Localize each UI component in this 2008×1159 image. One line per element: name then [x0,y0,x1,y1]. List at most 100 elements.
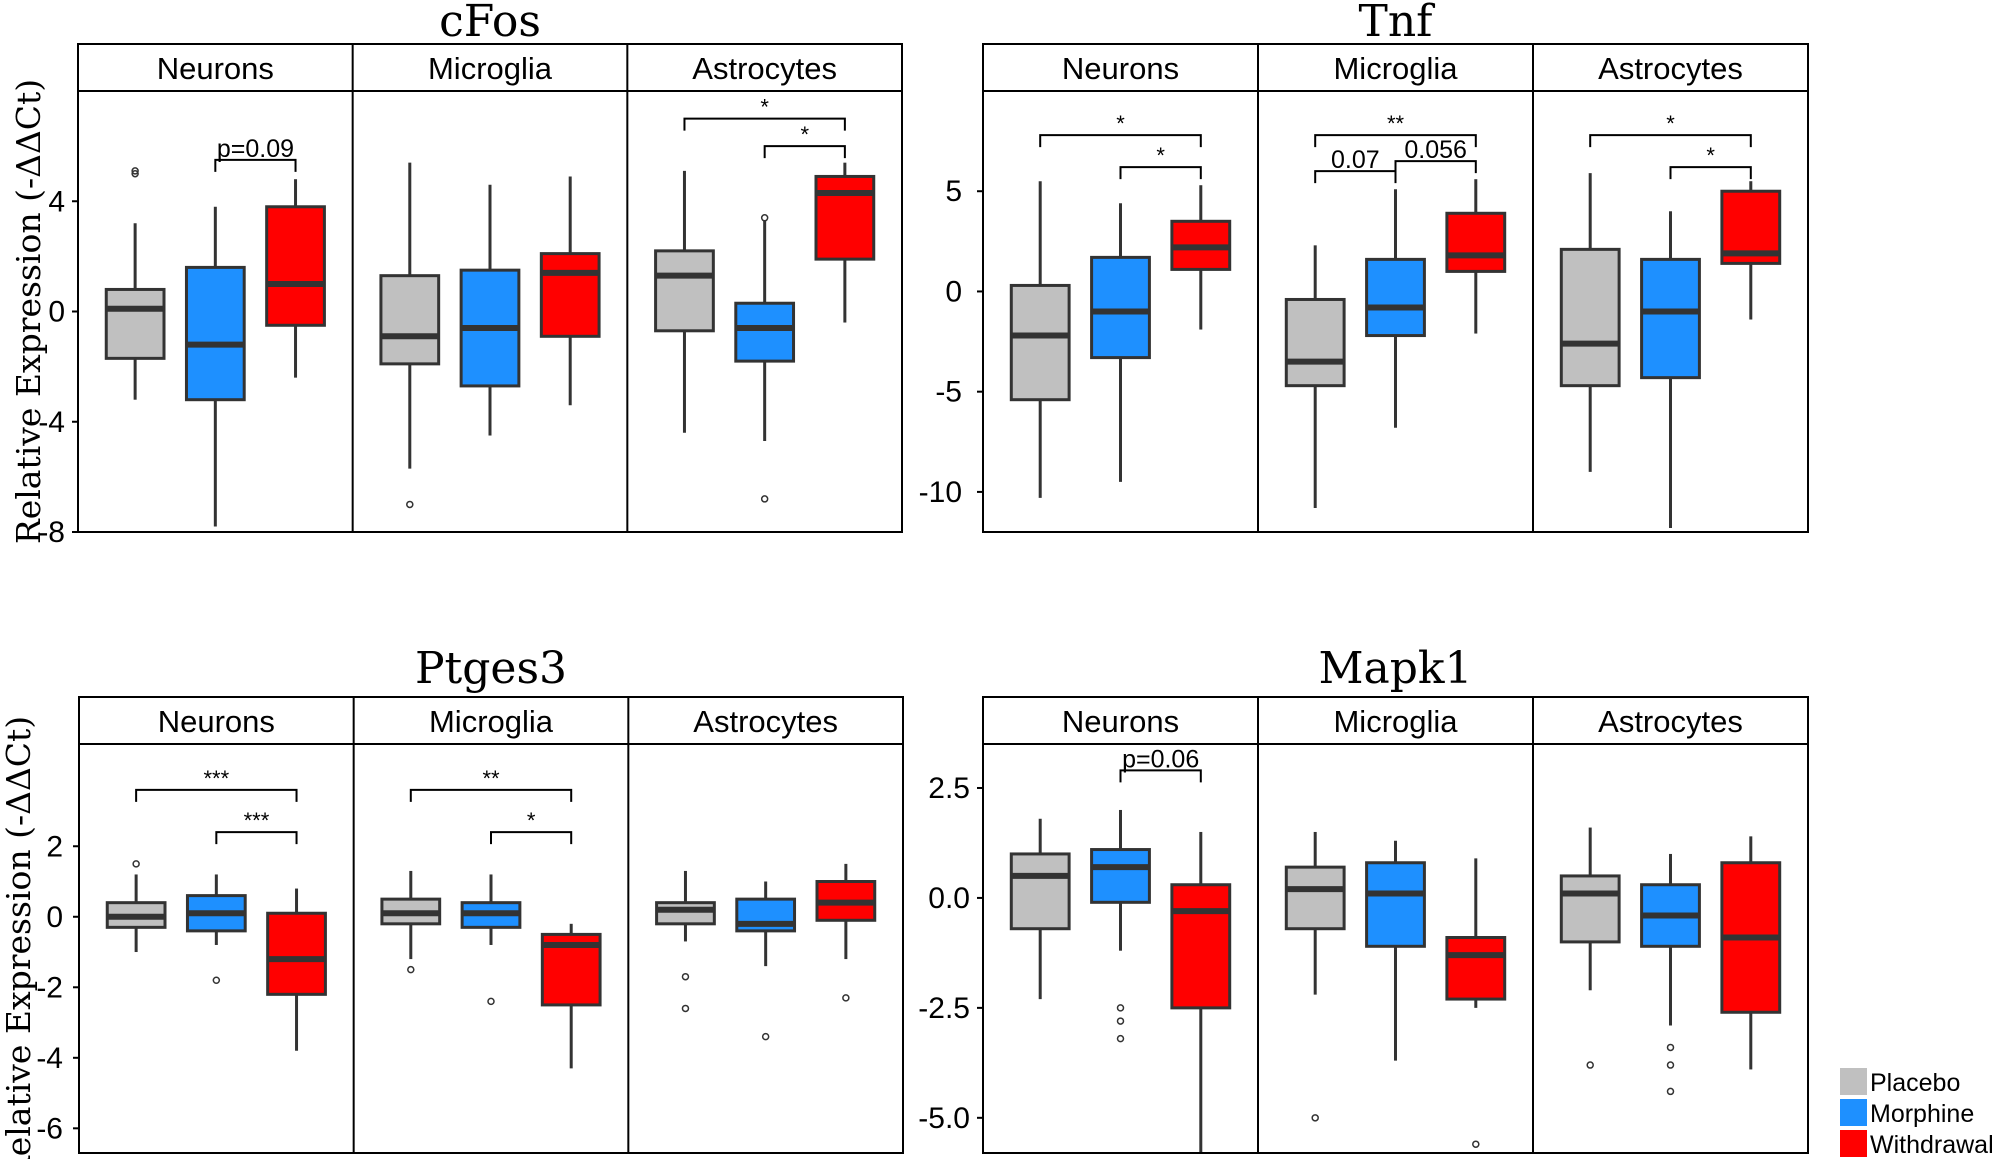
facet-label: Neurons [157,51,274,86]
outlier-point [407,965,415,974]
significance-bracket [409,788,573,802]
legend-swatch-withdrawal [1840,1130,1867,1157]
significance-label: *** [244,808,270,833]
significance-label: p=0.06 [1122,745,1199,773]
panel-frame [982,43,1809,533]
panel-frame [982,696,1809,1154]
y-tick-label: 5 [945,175,962,208]
facet-label: Astrocytes [1598,51,1743,86]
outlier-point [212,976,221,984]
significance-label: * [760,95,769,120]
y-tick-label: 4 [48,185,65,218]
outlier-point [132,860,140,868]
y-tick-label: 0.0 [928,882,970,915]
panel-title: Mapk1 [1318,643,1472,694]
outlier-point [681,1004,690,1013]
box-withdrawal [1170,883,1232,1010]
box-withdrawal [539,252,601,338]
outlier-point [760,495,769,503]
box-withdrawal [265,205,326,327]
significance-bracket [1119,769,1202,783]
outlier-point [131,167,139,175]
significance-bracket [1589,134,1752,148]
facet-label: Neurons [1062,704,1179,739]
box-morphine [734,301,796,363]
significance-label: * [1116,111,1125,136]
outlier-point [131,169,139,178]
significance-label: *** [203,766,229,791]
significance-bracket [214,158,297,172]
box-placebo [655,901,716,926]
significance-label: 0.056 [1404,136,1467,164]
significance-bracket [683,117,846,131]
significance-label: * [1666,111,1675,136]
significance-label: * [1156,143,1165,168]
box-morphine [1365,861,1426,948]
legend-swatch-morphine [1840,1099,1867,1126]
significance-bracket [1394,160,1477,174]
box-placebo [1009,852,1071,931]
legend-label: Placebo [1870,1069,1960,1097]
facet-label: Microglia [1333,704,1458,739]
facet-label: Microglia [429,704,554,739]
outlier-point [681,972,690,981]
y-tick-label: -5.0 [918,1102,970,1135]
significance-bracket [215,831,298,845]
significance-label: 0.07 [1331,146,1380,174]
significance-bracket [1314,170,1397,184]
panel-frame [77,43,903,533]
legend-label: Morphine [1870,1100,1974,1128]
legend-swatch-placebo [1840,1068,1867,1095]
box-placebo [1284,865,1346,931]
y-tick-label: -8 [38,516,65,549]
outlier-point [760,214,769,222]
facet-label: Astrocytes [692,51,837,86]
box-placebo [379,274,441,366]
box-placebo [1559,247,1621,388]
facet-label: Microglia [1333,51,1458,86]
significance-label: * [1706,143,1715,168]
significance-bracket [1314,134,1477,148]
box-morphine [1090,848,1151,904]
y-tick-label: 2.5 [928,772,970,805]
y-tick-label: -4 [38,406,65,439]
box-placebo [104,287,166,360]
facet-label: Microglia [428,51,553,86]
y-tick-label: 0 [46,901,63,934]
outlier-point [1666,1043,1675,1052]
legend-label: Withdrawal [1870,1131,1994,1159]
significance-bracket [490,831,573,845]
y-tick-label: -5 [935,376,962,409]
box-withdrawal [1445,936,1507,1001]
significance-bracket [1039,134,1202,148]
outlier-point [406,500,414,509]
facet-label: Neurons [1062,51,1179,86]
box-withdrawal [1445,211,1507,273]
y-tick-label: 0 [945,275,962,308]
y-tick-label: -2.5 [918,992,970,1025]
facet-label: Astrocytes [1598,704,1743,739]
outlier-point [1666,1061,1675,1069]
y-tick-label: -10 [919,476,962,509]
significance-label: ** [482,766,500,791]
significance-bracket [763,145,846,159]
significance-label: ** [1387,111,1405,136]
panel-title: Ptges3 [415,643,567,694]
outlier-point [1666,1087,1675,1096]
y-axis-label: Relative Expression (-ΔΔCt) [0,716,38,1159]
outlier-point [1116,1034,1125,1043]
panel-title: cFos [439,0,541,47]
box-placebo [1009,283,1071,402]
significance-bracket [1119,166,1202,180]
y-tick-label: -2 [36,971,63,1004]
box-placebo [654,249,715,333]
y-tick-label: -6 [36,1112,63,1145]
outlier-point [487,997,495,1006]
y-tick-label: 2 [46,830,63,863]
box-placebo [1559,874,1621,944]
outlier-point [1472,1140,1480,1148]
outlier-point [1586,1061,1594,1069]
box-withdrawal [814,174,876,261]
box-morphine [1090,255,1151,360]
